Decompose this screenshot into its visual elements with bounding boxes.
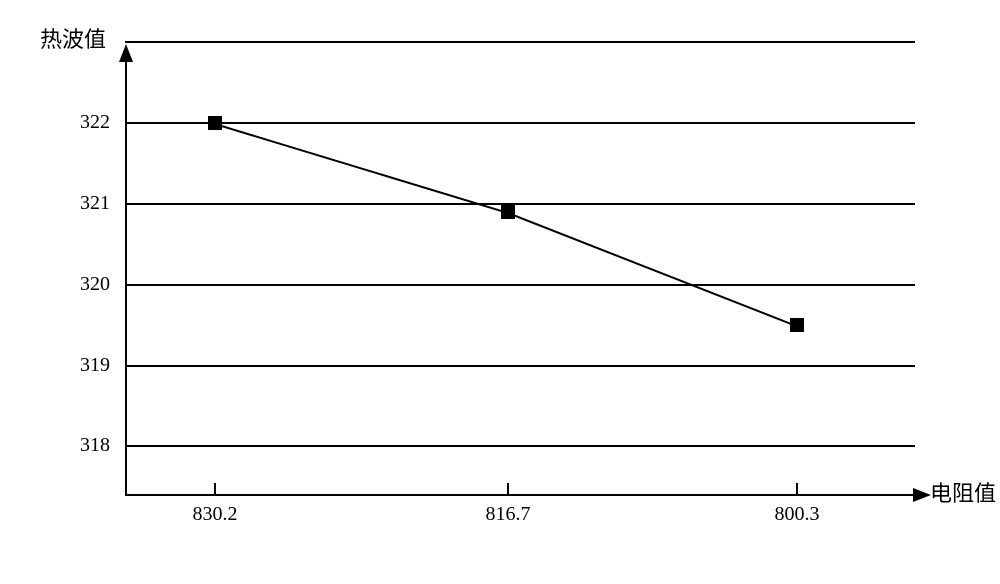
- grid-line: [125, 445, 915, 447]
- x-axis-arrow: [913, 488, 931, 502]
- y-tick-label: 319: [60, 354, 110, 377]
- grid-line: [125, 284, 915, 286]
- x-tick-mark: [214, 483, 216, 495]
- series-line: [215, 123, 508, 213]
- grid-line: [125, 203, 915, 205]
- y-axis-arrow: [119, 44, 133, 62]
- x-tick-mark: [507, 483, 509, 495]
- y-tick-label: 320: [60, 273, 110, 296]
- y-axis-title: 热波值: [40, 22, 106, 54]
- x-tick-label: 800.3: [775, 503, 820, 526]
- x-axis-title: 电阻值: [930, 476, 996, 508]
- chart-container: 热波值 电阻值 318 319 320 321 322 830.2 816.7 800.3: [20, 20, 1000, 564]
- series-line: [508, 212, 798, 327]
- y-tick-label: 322: [60, 111, 110, 134]
- x-tick-mark: [796, 483, 798, 495]
- grid-line: [125, 41, 915, 43]
- data-marker: [208, 116, 222, 130]
- data-marker: [790, 318, 804, 332]
- grid-line: [125, 365, 915, 367]
- x-tick-label: 816.7: [486, 503, 531, 526]
- y-tick-label: 321: [60, 192, 110, 215]
- data-marker: [501, 205, 515, 219]
- y-tick-label: 318: [60, 434, 110, 457]
- grid-line: [125, 122, 915, 124]
- x-tick-label: 830.2: [193, 503, 238, 526]
